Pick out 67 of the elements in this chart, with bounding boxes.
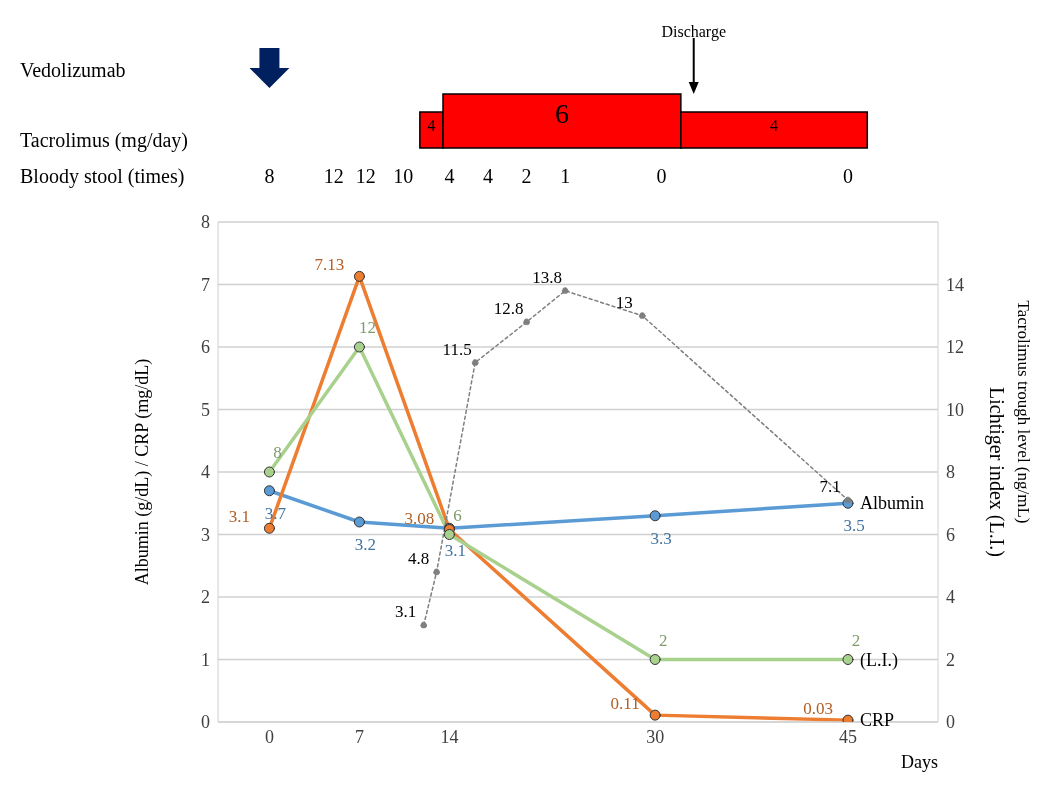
x-axis-title: Days	[901, 752, 938, 772]
x-tick-label: 30	[646, 726, 665, 747]
text: Tacrolimus trough level (ng/mL)	[1014, 300, 1033, 524]
data-label: 3.2	[354, 535, 377, 554]
data-label: 0.03	[803, 699, 833, 719]
text: 6	[554, 98, 569, 129]
y-tick-label: 8	[201, 212, 210, 233]
text: 8	[264, 165, 275, 187]
data-label: 4.8	[407, 549, 430, 568]
text: 4	[427, 117, 436, 134]
x-tick-label: 7	[354, 726, 364, 747]
data-label: 12.8	[493, 299, 524, 318]
y-tick-label: 4	[201, 462, 210, 483]
data-label: 13	[615, 292, 633, 312]
series-label: (L.I.)	[860, 649, 898, 671]
series-label: Albumin	[860, 493, 925, 514]
y-axis-title: Albumin (g/dL) / CRP (mg/dL)	[132, 358, 153, 586]
data-label: 12	[358, 318, 376, 337]
x-tick-label: 14	[440, 726, 459, 747]
y-tick-label: 7	[201, 274, 210, 295]
data-label: 7.1	[819, 477, 841, 497]
y-tick-label: 2	[201, 587, 210, 608]
y-tick-label: 5	[201, 399, 210, 420]
y2-tick-label: 12	[946, 337, 964, 358]
x-tick-label: 45	[839, 726, 857, 747]
data-label: 11.5	[442, 339, 472, 359]
text: Vedolizumab	[20, 59, 126, 81]
text: 12	[323, 165, 344, 187]
text: 0	[843, 165, 853, 187]
data-label: 0.11	[610, 694, 640, 714]
text: 10	[393, 165, 414, 187]
text: Bloody stool (times)	[20, 165, 185, 188]
data-label: 3.3	[650, 528, 672, 548]
text: Tacrolimus (mg/day)	[20, 129, 188, 152]
text: 0	[656, 165, 667, 187]
y2-tick-label: 0	[946, 712, 955, 733]
data-label: 7.13	[314, 255, 345, 275]
x-tick-label: 0	[264, 726, 274, 747]
data-label: 8	[273, 443, 282, 462]
data-label: 13.8	[532, 267, 563, 287]
y2-tick-label: 10	[946, 399, 964, 420]
data-label: 2	[851, 630, 861, 650]
y-tick-label: 6	[201, 337, 210, 358]
y2-tick-label: 8	[946, 462, 955, 483]
text: 12	[355, 165, 376, 187]
text: Discharge	[661, 23, 726, 41]
data-label: 3.1	[395, 602, 417, 622]
text: 4	[444, 165, 455, 187]
y-tick-label: 0	[201, 712, 210, 733]
y2-tick-label: 2	[946, 649, 955, 670]
text: 4	[483, 165, 493, 187]
text: 2	[521, 165, 532, 187]
data-label: 3.5	[843, 516, 865, 536]
y-tick-label: 1	[201, 649, 210, 670]
text: 1	[560, 165, 571, 187]
y2-axis-title: Lichtiger index (L.I.)	[985, 387, 1008, 557]
data-label: 3.1	[444, 541, 467, 561]
y2-tick-label: 14	[946, 274, 964, 295]
data-label: 6	[453, 505, 462, 525]
data-label: 3.08	[404, 508, 435, 528]
y2-tick-label: 6	[946, 524, 955, 545]
series-label: CRP	[860, 710, 895, 731]
y-tick-label: 3	[201, 524, 210, 545]
data-label: 2	[658, 630, 668, 650]
text: 4	[770, 117, 779, 134]
data-label: 3.1	[228, 507, 251, 527]
y2-tick-label: 4	[946, 587, 955, 608]
